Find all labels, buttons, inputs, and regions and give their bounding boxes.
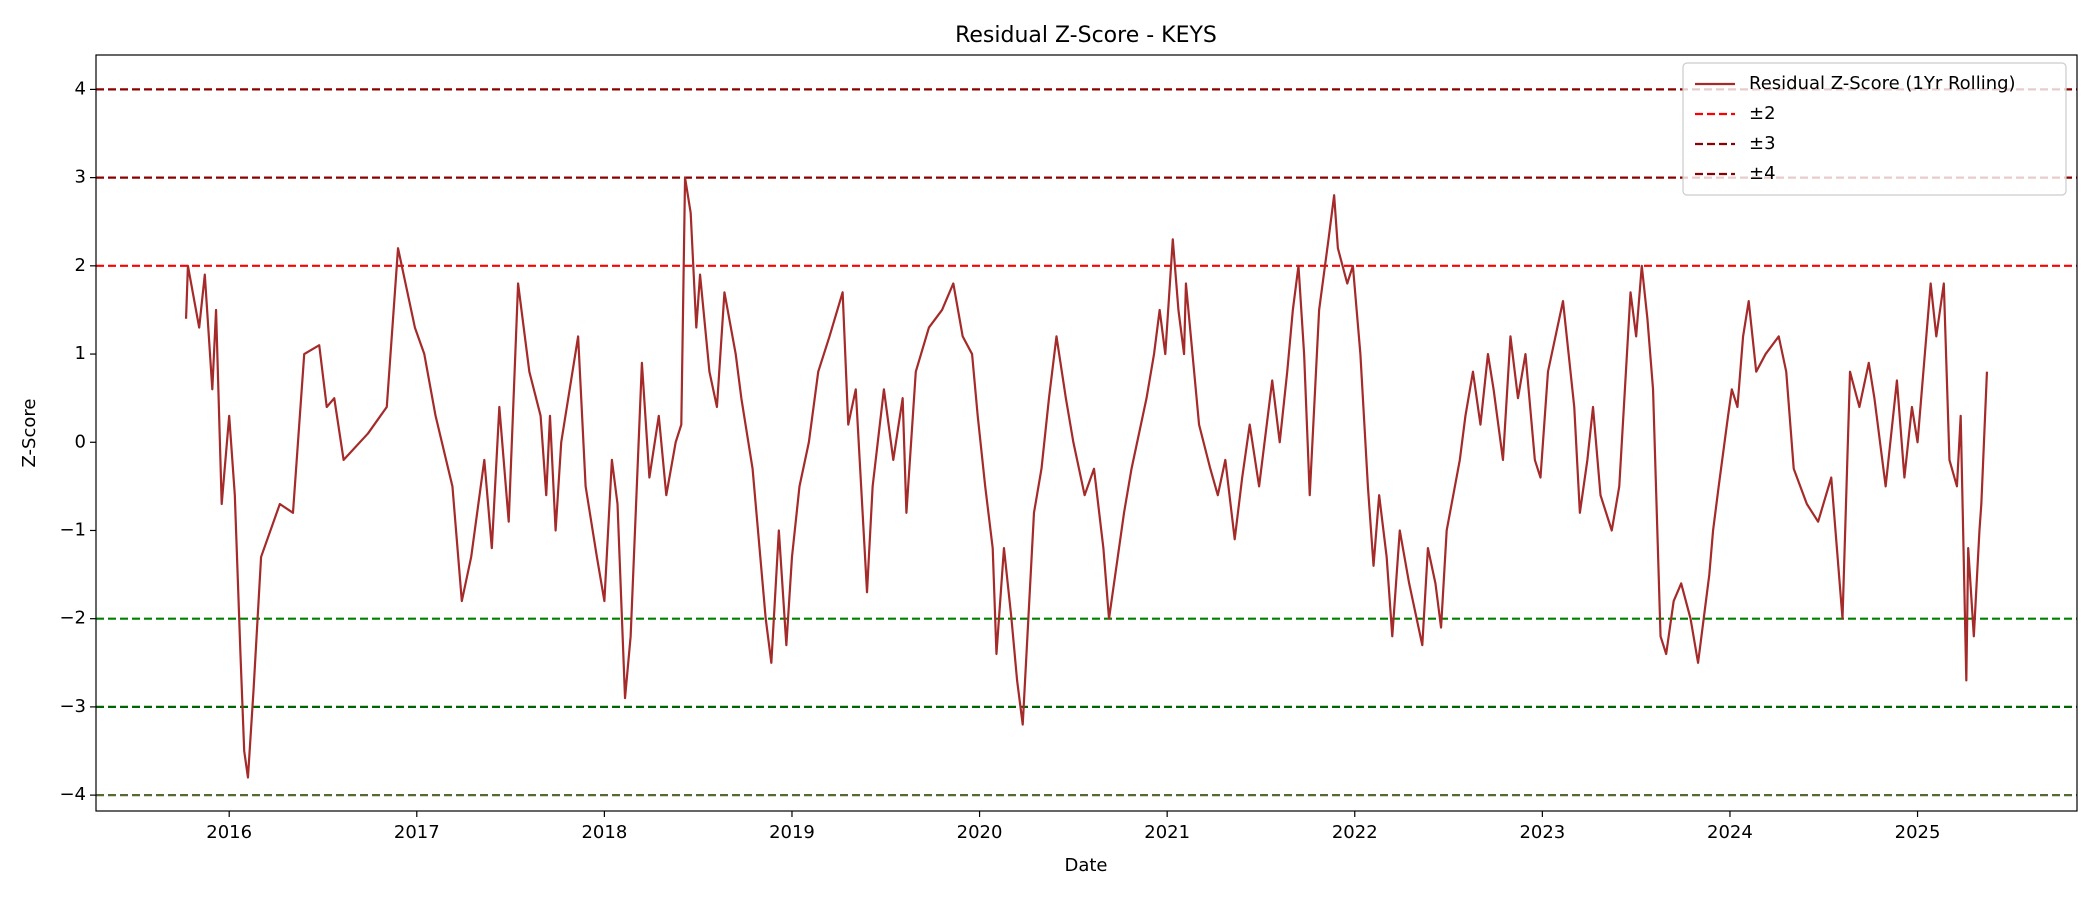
legend-label: ±4 xyxy=(1749,163,1776,184)
y-tick-label: 0 xyxy=(75,431,86,452)
legend: Residual Z-Score (1Yr Rolling) ±2 ±3 ±4 xyxy=(1682,62,2067,196)
x-tick-label: 2018 xyxy=(581,822,627,843)
legend-box xyxy=(1682,62,2067,196)
y-tick-label: 4 xyxy=(75,78,86,99)
x-axis-label: Date xyxy=(1064,855,1107,876)
plot-frame xyxy=(95,54,2078,812)
y-axis-label: Z-Score xyxy=(19,399,40,468)
y-tick-label: 3 xyxy=(75,167,86,188)
legend-label: Residual Z-Score (1Yr Rolling) xyxy=(1749,73,2016,94)
y-tick-label: −2 xyxy=(59,608,86,629)
legend-label: ±2 xyxy=(1749,103,1776,124)
y-tick-label: −1 xyxy=(59,519,86,540)
x-tick-label: 2021 xyxy=(1144,822,1190,843)
x-tick-label: 2025 xyxy=(1895,822,1941,843)
y-tick-label: 1 xyxy=(75,343,86,364)
legend-label: ±3 xyxy=(1749,133,1776,154)
x-tick-label: 2024 xyxy=(1707,822,1753,843)
y-tick-label: 2 xyxy=(75,255,86,276)
x-tick-label: 2016 xyxy=(206,822,252,843)
x-tick-label: 2023 xyxy=(1519,822,1565,843)
x-tick-label: 2020 xyxy=(957,822,1003,843)
x-tick-label: 2017 xyxy=(394,822,440,843)
y-tick-label: −3 xyxy=(59,696,86,717)
y-tick-label: −4 xyxy=(59,784,86,805)
data-line xyxy=(184,176,1989,779)
x-tick-label: 2022 xyxy=(1332,822,1378,843)
x-tick-label: 2019 xyxy=(769,822,815,843)
chart-title: Residual Z-Score - KEYS xyxy=(955,23,1217,48)
